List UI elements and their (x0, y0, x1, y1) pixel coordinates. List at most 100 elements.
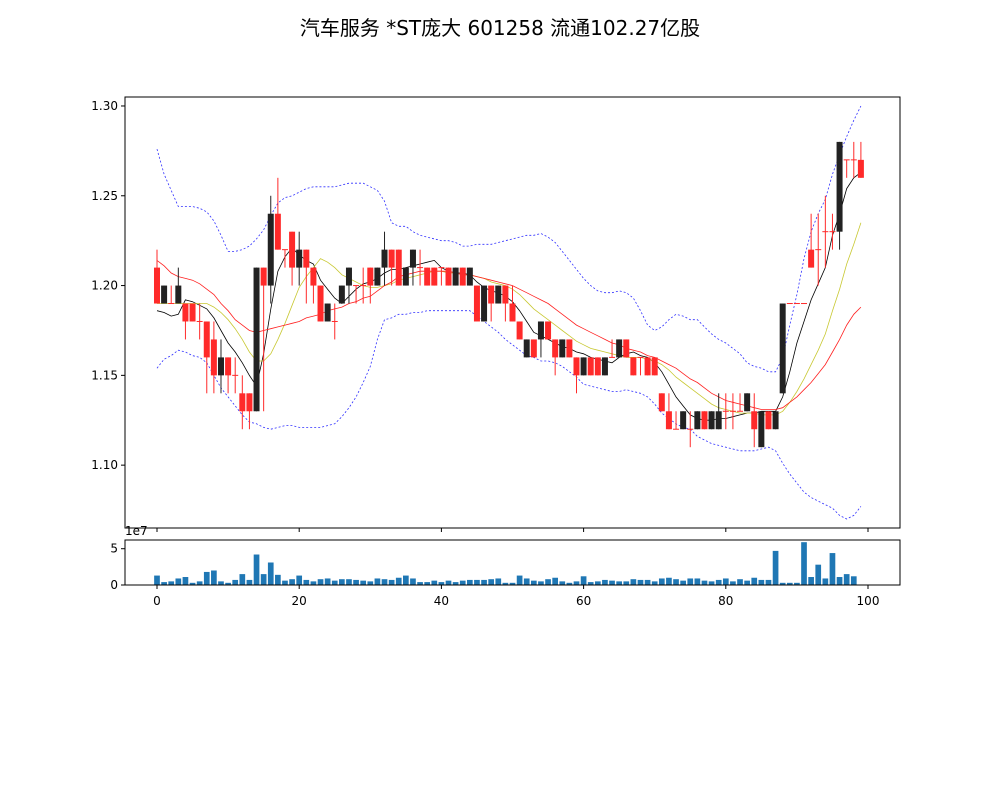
candlestick (815, 213, 822, 286)
candle-body (274, 213, 281, 250)
candle-body (402, 267, 409, 286)
candlestick (324, 303, 331, 322)
volume-axes-frame (124, 539, 901, 586)
candle-body (203, 321, 210, 358)
volume-bar (282, 580, 288, 585)
volume-bar (850, 576, 857, 585)
volume-bar (289, 579, 295, 585)
candle-body (239, 393, 246, 412)
volume-bar (403, 575, 409, 585)
candlestick (772, 411, 779, 430)
candlestick (516, 321, 523, 340)
candle-body (566, 339, 573, 358)
candle-body (367, 267, 374, 286)
candle-body (552, 339, 559, 358)
volume-bar (339, 579, 345, 585)
candle-body (580, 357, 587, 376)
candle-body (573, 357, 580, 376)
x-tick-label: 100 (857, 594, 880, 608)
candlestick (651, 357, 658, 376)
candlestick (687, 411, 694, 448)
candle-body (530, 339, 537, 358)
candle-body (182, 303, 189, 322)
candle-body (260, 267, 267, 286)
volume-bar (801, 542, 807, 585)
candlestick (317, 285, 324, 322)
candlestick (758, 411, 765, 448)
candle-body (310, 267, 317, 286)
candle-body (246, 393, 253, 412)
volume-bar (815, 564, 822, 585)
volume-bar (346, 579, 352, 585)
y-tick-label: 0 (110, 578, 118, 592)
volume-bar (225, 582, 231, 585)
candlestick (360, 267, 367, 304)
candlestick (580, 357, 587, 376)
price-marks (153, 105, 864, 520)
volume-bar (310, 581, 317, 585)
candlestick (161, 285, 168, 304)
y-tick-label: 1.30 (91, 99, 118, 113)
candlestick (203, 321, 210, 394)
candlestick (452, 267, 459, 286)
candle-body (808, 249, 815, 268)
candle-body (708, 411, 715, 430)
candlestick (665, 393, 672, 430)
candlestick (530, 339, 537, 358)
x-tick-label: 60 (576, 594, 591, 608)
volume-bar (267, 562, 274, 585)
candlestick (417, 249, 424, 286)
volume-bar (431, 580, 438, 585)
chart-title: 汽车服务 *ST庞大 601258 流通102.27亿股 (299, 16, 701, 40)
candle-body (715, 411, 722, 430)
candlestick (395, 249, 402, 286)
candle-body (644, 357, 651, 376)
candle-body (225, 357, 232, 376)
candle-body (680, 411, 687, 430)
candlestick (445, 267, 452, 286)
candle-body (744, 393, 751, 412)
candlestick (822, 195, 829, 268)
volume-bar (303, 579, 310, 585)
volume-bar (587, 582, 594, 585)
candlestick (644, 357, 651, 376)
volume-bar (722, 578, 729, 585)
candle-body (694, 411, 701, 430)
candlestick (495, 285, 502, 304)
candlestick (587, 357, 594, 376)
volume-bar (751, 577, 758, 585)
volume-bar (530, 580, 537, 585)
volume-bar (623, 581, 630, 585)
volume-bar (296, 575, 303, 585)
candlestick (246, 393, 253, 430)
price-y-axis: 1.10 1.15 1.20 1.25 1.30 (91, 99, 125, 472)
candlestick (431, 267, 438, 286)
candlestick (217, 339, 224, 394)
candlestick (609, 339, 616, 358)
volume-bar (701, 580, 708, 585)
candle-body (523, 339, 530, 358)
candlestick (573, 357, 580, 394)
candlestick (331, 303, 338, 340)
volume-bar (211, 570, 217, 585)
candlestick (808, 213, 815, 268)
volume-bar (154, 575, 160, 585)
x-tick-label: 0 (153, 594, 161, 608)
volume-bar (495, 578, 502, 585)
candlestick (168, 285, 175, 305)
volume-bar (466, 579, 473, 585)
candle-body (623, 339, 630, 358)
candlestick (502, 285, 509, 322)
volume-bar (829, 553, 836, 585)
candlestick (402, 267, 409, 286)
candle-body (665, 411, 672, 430)
candlestick (509, 285, 516, 322)
candlestick (253, 267, 260, 412)
candlestick (374, 267, 381, 286)
candle-body (253, 267, 260, 412)
candlestick (737, 393, 744, 412)
candlestick (296, 231, 303, 286)
candle-body (651, 357, 658, 376)
candlestick (232, 357, 239, 394)
